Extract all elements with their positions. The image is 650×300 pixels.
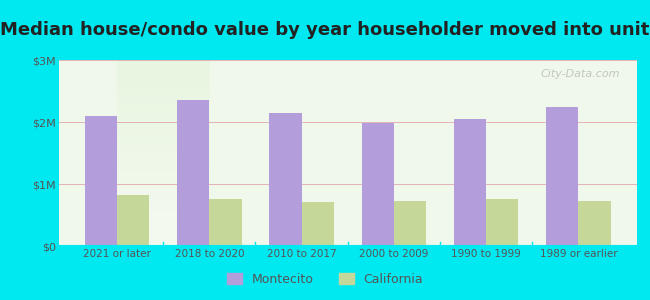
- Bar: [578, 201, 611, 246]
- Bar: [394, 201, 426, 246]
- Bar: [454, 119, 486, 246]
- Text: Median house/condo value by year householder moved into unit: Median house/condo value by year househo…: [0, 21, 650, 39]
- Bar: [546, 106, 578, 246]
- Legend: Montecito, California: Montecito, California: [222, 268, 428, 291]
- Bar: [209, 199, 242, 246]
- Text: City-Data.com: City-Data.com: [540, 69, 619, 79]
- Bar: [486, 199, 519, 246]
- Bar: [177, 100, 209, 246]
- Bar: [361, 123, 394, 246]
- Bar: [269, 113, 302, 246]
- Bar: [302, 202, 334, 246]
- Bar: [84, 116, 117, 246]
- Bar: [117, 195, 150, 246]
